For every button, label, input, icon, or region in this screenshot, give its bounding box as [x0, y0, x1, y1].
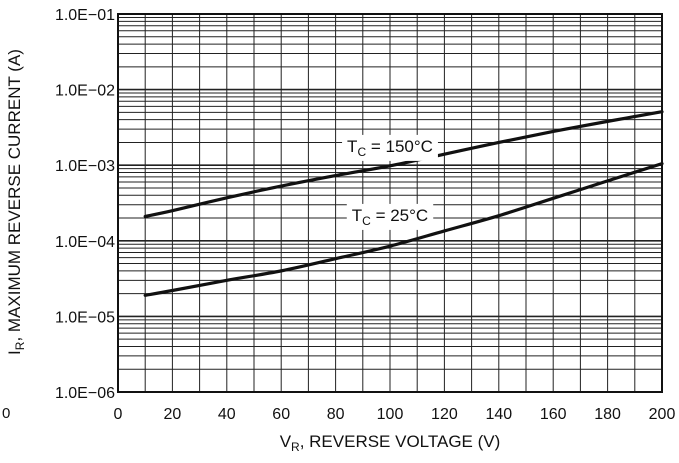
x-axis-title: VR, REVERSE VOLTAGE (V)	[280, 432, 501, 454]
series-label-bg	[342, 134, 438, 161]
series-label-main: T	[352, 206, 362, 225]
x-tick-label: 200	[649, 406, 676, 423]
y-axis-title: IR, MAXIMUM REVERSE CURRENT (A)	[5, 49, 27, 355]
x-tick-label: 160	[540, 406, 567, 423]
series-line-0	[143, 110, 664, 219]
series-label-1: TC = 25°C	[346, 203, 434, 230]
x-tick-label: 140	[485, 406, 512, 423]
grid-layer	[118, 14, 662, 392]
series-line-1	[143, 162, 664, 297]
x-tick-label: 0	[114, 406, 123, 423]
x-axis-title-main: V	[280, 432, 292, 451]
x-tick-label: 100	[377, 406, 404, 423]
y-tick-label: 1.0E−03	[55, 158, 115, 175]
y-tick-label: 1.0E−01	[55, 7, 115, 24]
series-label-text: TC = 150°C	[347, 137, 433, 159]
y-tick-label: 1.0E−02	[55, 83, 115, 100]
series-label-text: TC = 25°C	[352, 206, 428, 228]
series-label-sub: C	[362, 214, 371, 228]
x-tick-label: 120	[431, 406, 458, 423]
x-tick-label: 60	[272, 406, 290, 423]
y-tick-label: 1.0E−04	[55, 234, 115, 251]
series-label-rest: = 25°C	[371, 206, 428, 225]
x-axis-title-sub: R	[291, 440, 300, 454]
series-label-bg	[346, 203, 434, 230]
y-axis-title-rest: , MAXIMUM REVERSE CURRENT (A)	[5, 49, 24, 342]
x-tick-label: 80	[327, 406, 345, 423]
x-tick-label: 40	[218, 406, 236, 423]
series-label-main: T	[347, 137, 357, 156]
x-tick-label: 20	[164, 406, 182, 423]
series-label-0: TC = 150°C	[342, 134, 438, 161]
y-axis-title-sub: R	[13, 341, 27, 350]
y-tick-label: 1.0E−05	[55, 309, 115, 326]
x-tick-label: 180	[594, 406, 621, 423]
series-label-rest: = 150°C	[366, 137, 433, 156]
y-axis-title-main: I	[5, 350, 24, 355]
tick-layer: 0 20 40 60 80 100 120 140 160 180 200 1.0E−06 1.0E−0…	[55, 7, 676, 423]
x-axis-stray-label: 0	[2, 405, 10, 422]
y-tick-label: 1.0E−06	[55, 385, 115, 402]
x-axis-title-rest: , REVERSE VOLTAGE (V)	[300, 432, 501, 451]
label-layer: TC = 150°CTC = 25°C	[342, 134, 438, 230]
series-label-sub: C	[357, 145, 366, 159]
series-layer	[143, 110, 664, 297]
plot-frame	[117, 13, 663, 393]
